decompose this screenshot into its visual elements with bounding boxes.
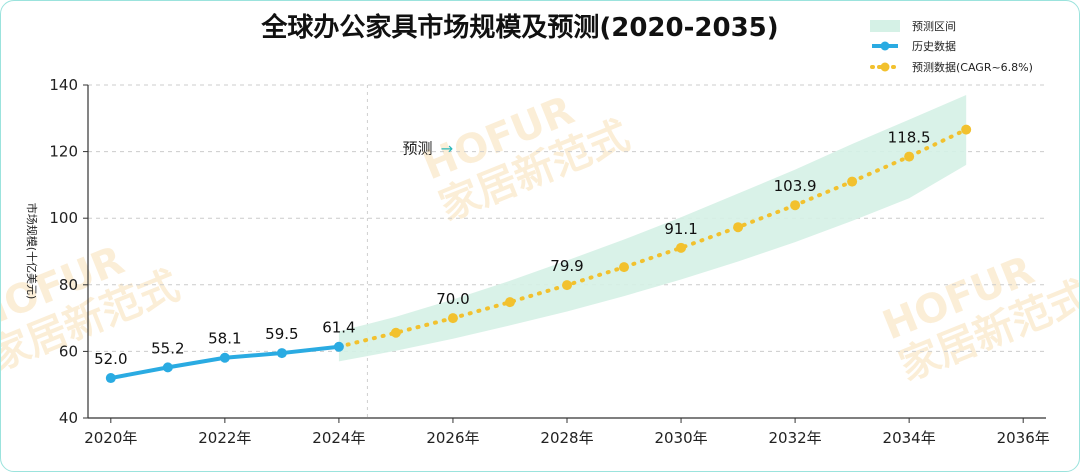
y-tick-label: 40 (59, 409, 78, 427)
forecast-point (562, 280, 572, 291)
x-tick-label: 2036年 (997, 429, 1050, 447)
y-tick-label: 140 (49, 76, 78, 94)
x-tick-label: 2024年 (312, 429, 365, 447)
legend-swatch-band (870, 20, 900, 32)
forecast-point (904, 151, 915, 162)
data-labels: 52.0 55.2 58.1 59.5 61.4 70.0 79.9 91.1 103.9 118… (94, 129, 931, 368)
tick-labels: 40 60 80 100 120 140 2020年 2022年 2024年 2026年 2028年… (49, 76, 1049, 447)
forecast-point (676, 242, 687, 253)
x-tick-label: 2028年 (540, 429, 593, 447)
forecast-point (961, 124, 972, 135)
forecast-point (733, 222, 744, 233)
chart-title: 全球办公家具市场规模及预测(2020-2035) (260, 12, 778, 43)
history-point (162, 362, 173, 373)
forecast-point (390, 327, 401, 338)
axes (83, 84, 1046, 423)
y-tick-label: 100 (49, 209, 78, 227)
data-label: 79.9 (550, 257, 583, 275)
y-tick-label: 120 (49, 143, 78, 161)
legend-marker-history (880, 41, 890, 51)
data-label: 52.0 (94, 350, 127, 368)
x-tick-label: 2034年 (883, 429, 936, 447)
forecast-annotation: 预测 → (403, 139, 454, 157)
x-tick-label: 2022年 (198, 429, 251, 447)
data-label: 103.9 (774, 177, 817, 195)
data-label: 58.1 (208, 330, 241, 348)
y-tick-label: 60 (59, 342, 78, 360)
x-tick-label: 2026年 (426, 429, 479, 447)
forecast-point (790, 200, 801, 211)
y-axis-label: 市场规模(十亿美元) (25, 203, 39, 300)
history-point (105, 373, 116, 384)
legend-label-forecast: 预测数据(CAGR~6.8%) (912, 60, 1033, 74)
forecast-annotation-text: 预测 (403, 139, 433, 157)
history-point (219, 352, 230, 363)
data-label: 59.5 (265, 325, 298, 343)
forecast-point (504, 297, 515, 308)
legend-marker-forecast (880, 62, 890, 72)
y-tick-label: 80 (59, 276, 78, 294)
x-tick-label: 2030年 (654, 429, 707, 447)
forecast-point (619, 262, 630, 273)
history-point (333, 341, 344, 352)
legend-label-history: 历史数据 (912, 39, 956, 53)
data-label: 70.0 (436, 290, 469, 308)
data-label: 55.2 (151, 339, 184, 357)
forecast-point (847, 176, 858, 187)
forecast-point (447, 313, 458, 324)
forecast-band-layer (338, 94, 967, 362)
forecast-line (336, 127, 969, 349)
data-label: 91.1 (664, 220, 697, 238)
data-label: 118.5 (888, 129, 931, 147)
series-points (105, 124, 972, 384)
data-label: 61.4 (322, 319, 355, 337)
arrow-right-icon: → (441, 139, 454, 157)
x-tick-label: 2020年 (84, 429, 137, 447)
history-point (276, 348, 287, 359)
legend-label-band: 预测区间 (912, 20, 956, 33)
x-tick-label: 2032年 (769, 429, 822, 447)
forecast-band (338, 94, 967, 362)
